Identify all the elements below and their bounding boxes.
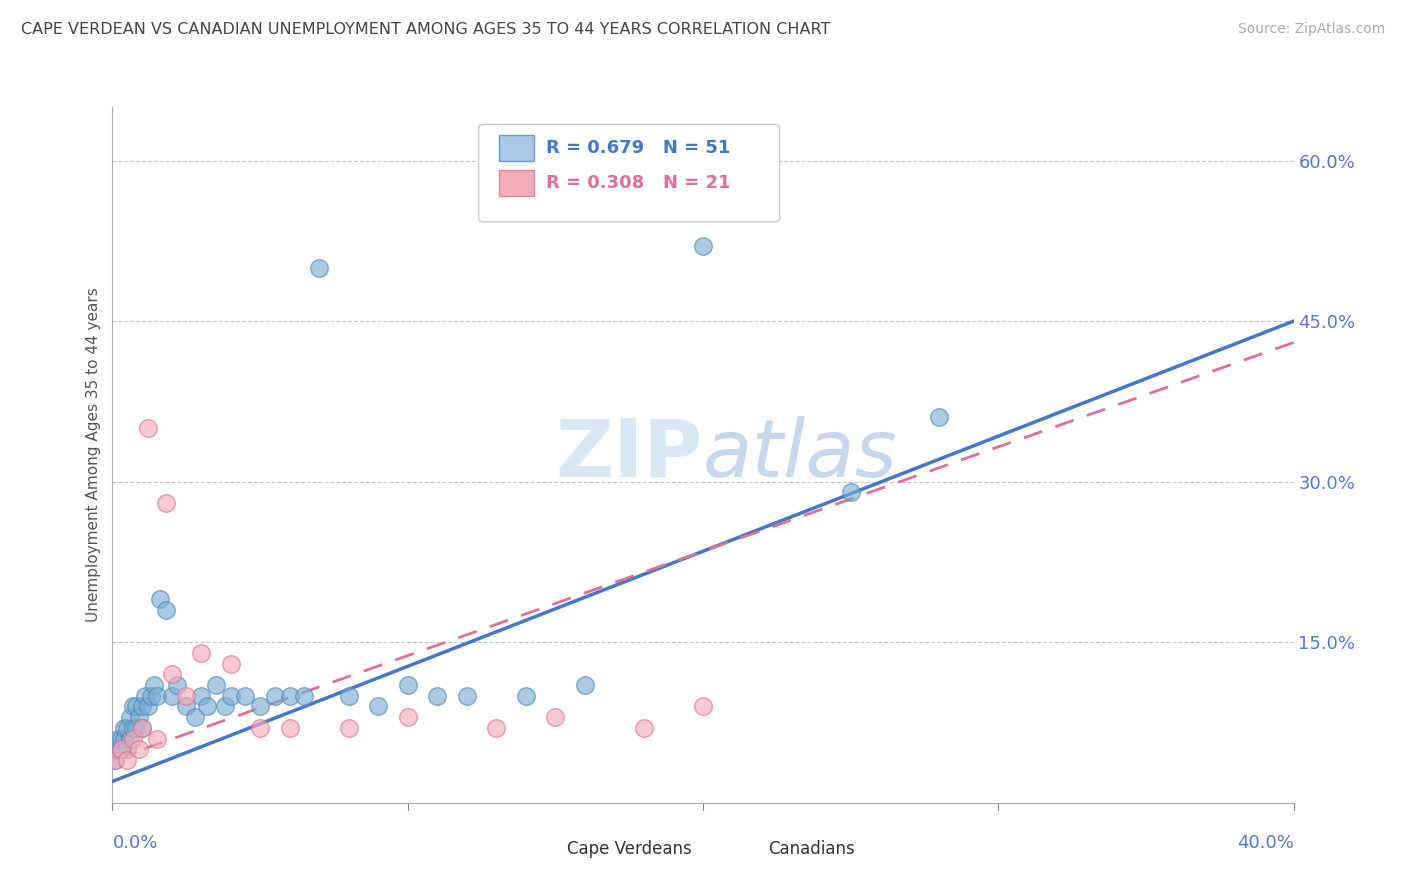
Text: Source: ZipAtlas.com: Source: ZipAtlas.com: [1237, 22, 1385, 37]
Point: [195, 699, 218, 714]
Point: [107, 731, 129, 746]
Text: 0.0%: 0.0%: [112, 834, 157, 852]
Point: [122, 699, 145, 714]
Point: [146, 731, 169, 746]
Point: [396, 678, 419, 692]
Point: [174, 699, 197, 714]
Point: [278, 721, 301, 735]
Text: R = 0.308   N = 21: R = 0.308 N = 21: [546, 174, 731, 192]
Text: ZIP: ZIP: [555, 416, 703, 494]
Point: [367, 699, 389, 714]
Point: [205, 678, 228, 692]
Point: [104, 753, 127, 767]
Point: [112, 731, 135, 746]
Point: [134, 689, 156, 703]
Point: [125, 721, 148, 735]
Y-axis label: Unemployment Among Ages 35 to 44 years: Unemployment Among Ages 35 to 44 years: [86, 287, 101, 623]
Point: [292, 689, 315, 703]
Point: [117, 721, 138, 735]
Point: [219, 689, 242, 703]
Point: [110, 742, 132, 756]
Point: [214, 699, 236, 714]
Text: 40.0%: 40.0%: [1237, 834, 1294, 852]
Point: [396, 710, 419, 724]
Point: [337, 689, 360, 703]
Point: [131, 699, 153, 714]
Point: [174, 689, 197, 703]
Point: [155, 496, 177, 510]
Point: [426, 689, 449, 703]
Point: [515, 689, 537, 703]
Point: [128, 710, 150, 724]
Point: [122, 721, 145, 735]
Point: [155, 603, 177, 617]
Point: [160, 667, 183, 681]
Point: [128, 742, 150, 756]
Point: [122, 731, 145, 746]
Point: [184, 710, 207, 724]
Point: [692, 699, 714, 714]
Point: [131, 721, 153, 735]
Point: [190, 646, 212, 660]
Point: [136, 699, 159, 714]
Point: [190, 689, 212, 703]
Point: [485, 721, 508, 735]
Point: [839, 485, 862, 500]
Point: [136, 421, 159, 435]
Point: [112, 721, 135, 735]
Point: [456, 689, 478, 703]
Point: [249, 699, 271, 714]
Point: [166, 678, 188, 692]
Point: [337, 721, 360, 735]
Text: CAPE VERDEAN VS CANADIAN UNEMPLOYMENT AMONG AGES 35 TO 44 YEARS CORRELATION CHAR: CAPE VERDEAN VS CANADIAN UNEMPLOYMENT AM…: [21, 22, 831, 37]
Point: [110, 731, 132, 746]
Point: [117, 742, 138, 756]
Point: [219, 657, 242, 671]
Point: [928, 410, 950, 425]
Point: [249, 721, 271, 735]
Point: [117, 753, 138, 767]
Text: R = 0.679   N = 51: R = 0.679 N = 51: [546, 139, 730, 157]
Point: [633, 721, 655, 735]
Point: [544, 710, 567, 724]
Point: [308, 260, 330, 275]
Point: [264, 689, 287, 703]
Bar: [499, 135, 534, 161]
Text: Canadians: Canadians: [768, 839, 855, 858]
Bar: [737, 842, 762, 857]
Point: [142, 678, 165, 692]
Bar: [536, 842, 561, 857]
Point: [160, 689, 183, 703]
Text: atlas: atlas: [703, 416, 898, 494]
Bar: [499, 169, 534, 196]
Point: [233, 689, 256, 703]
Point: [107, 742, 129, 756]
Text: Cape Verdeans: Cape Verdeans: [567, 839, 692, 858]
Point: [104, 753, 127, 767]
Point: [104, 742, 127, 756]
Point: [149, 592, 172, 607]
Point: [574, 678, 596, 692]
Point: [120, 731, 142, 746]
Point: [692, 239, 714, 253]
Point: [139, 689, 162, 703]
Point: [110, 742, 132, 756]
Point: [125, 699, 148, 714]
Point: [120, 710, 142, 724]
Point: [146, 689, 169, 703]
Point: [131, 721, 153, 735]
FancyBboxPatch shape: [478, 124, 780, 222]
Point: [278, 689, 301, 703]
